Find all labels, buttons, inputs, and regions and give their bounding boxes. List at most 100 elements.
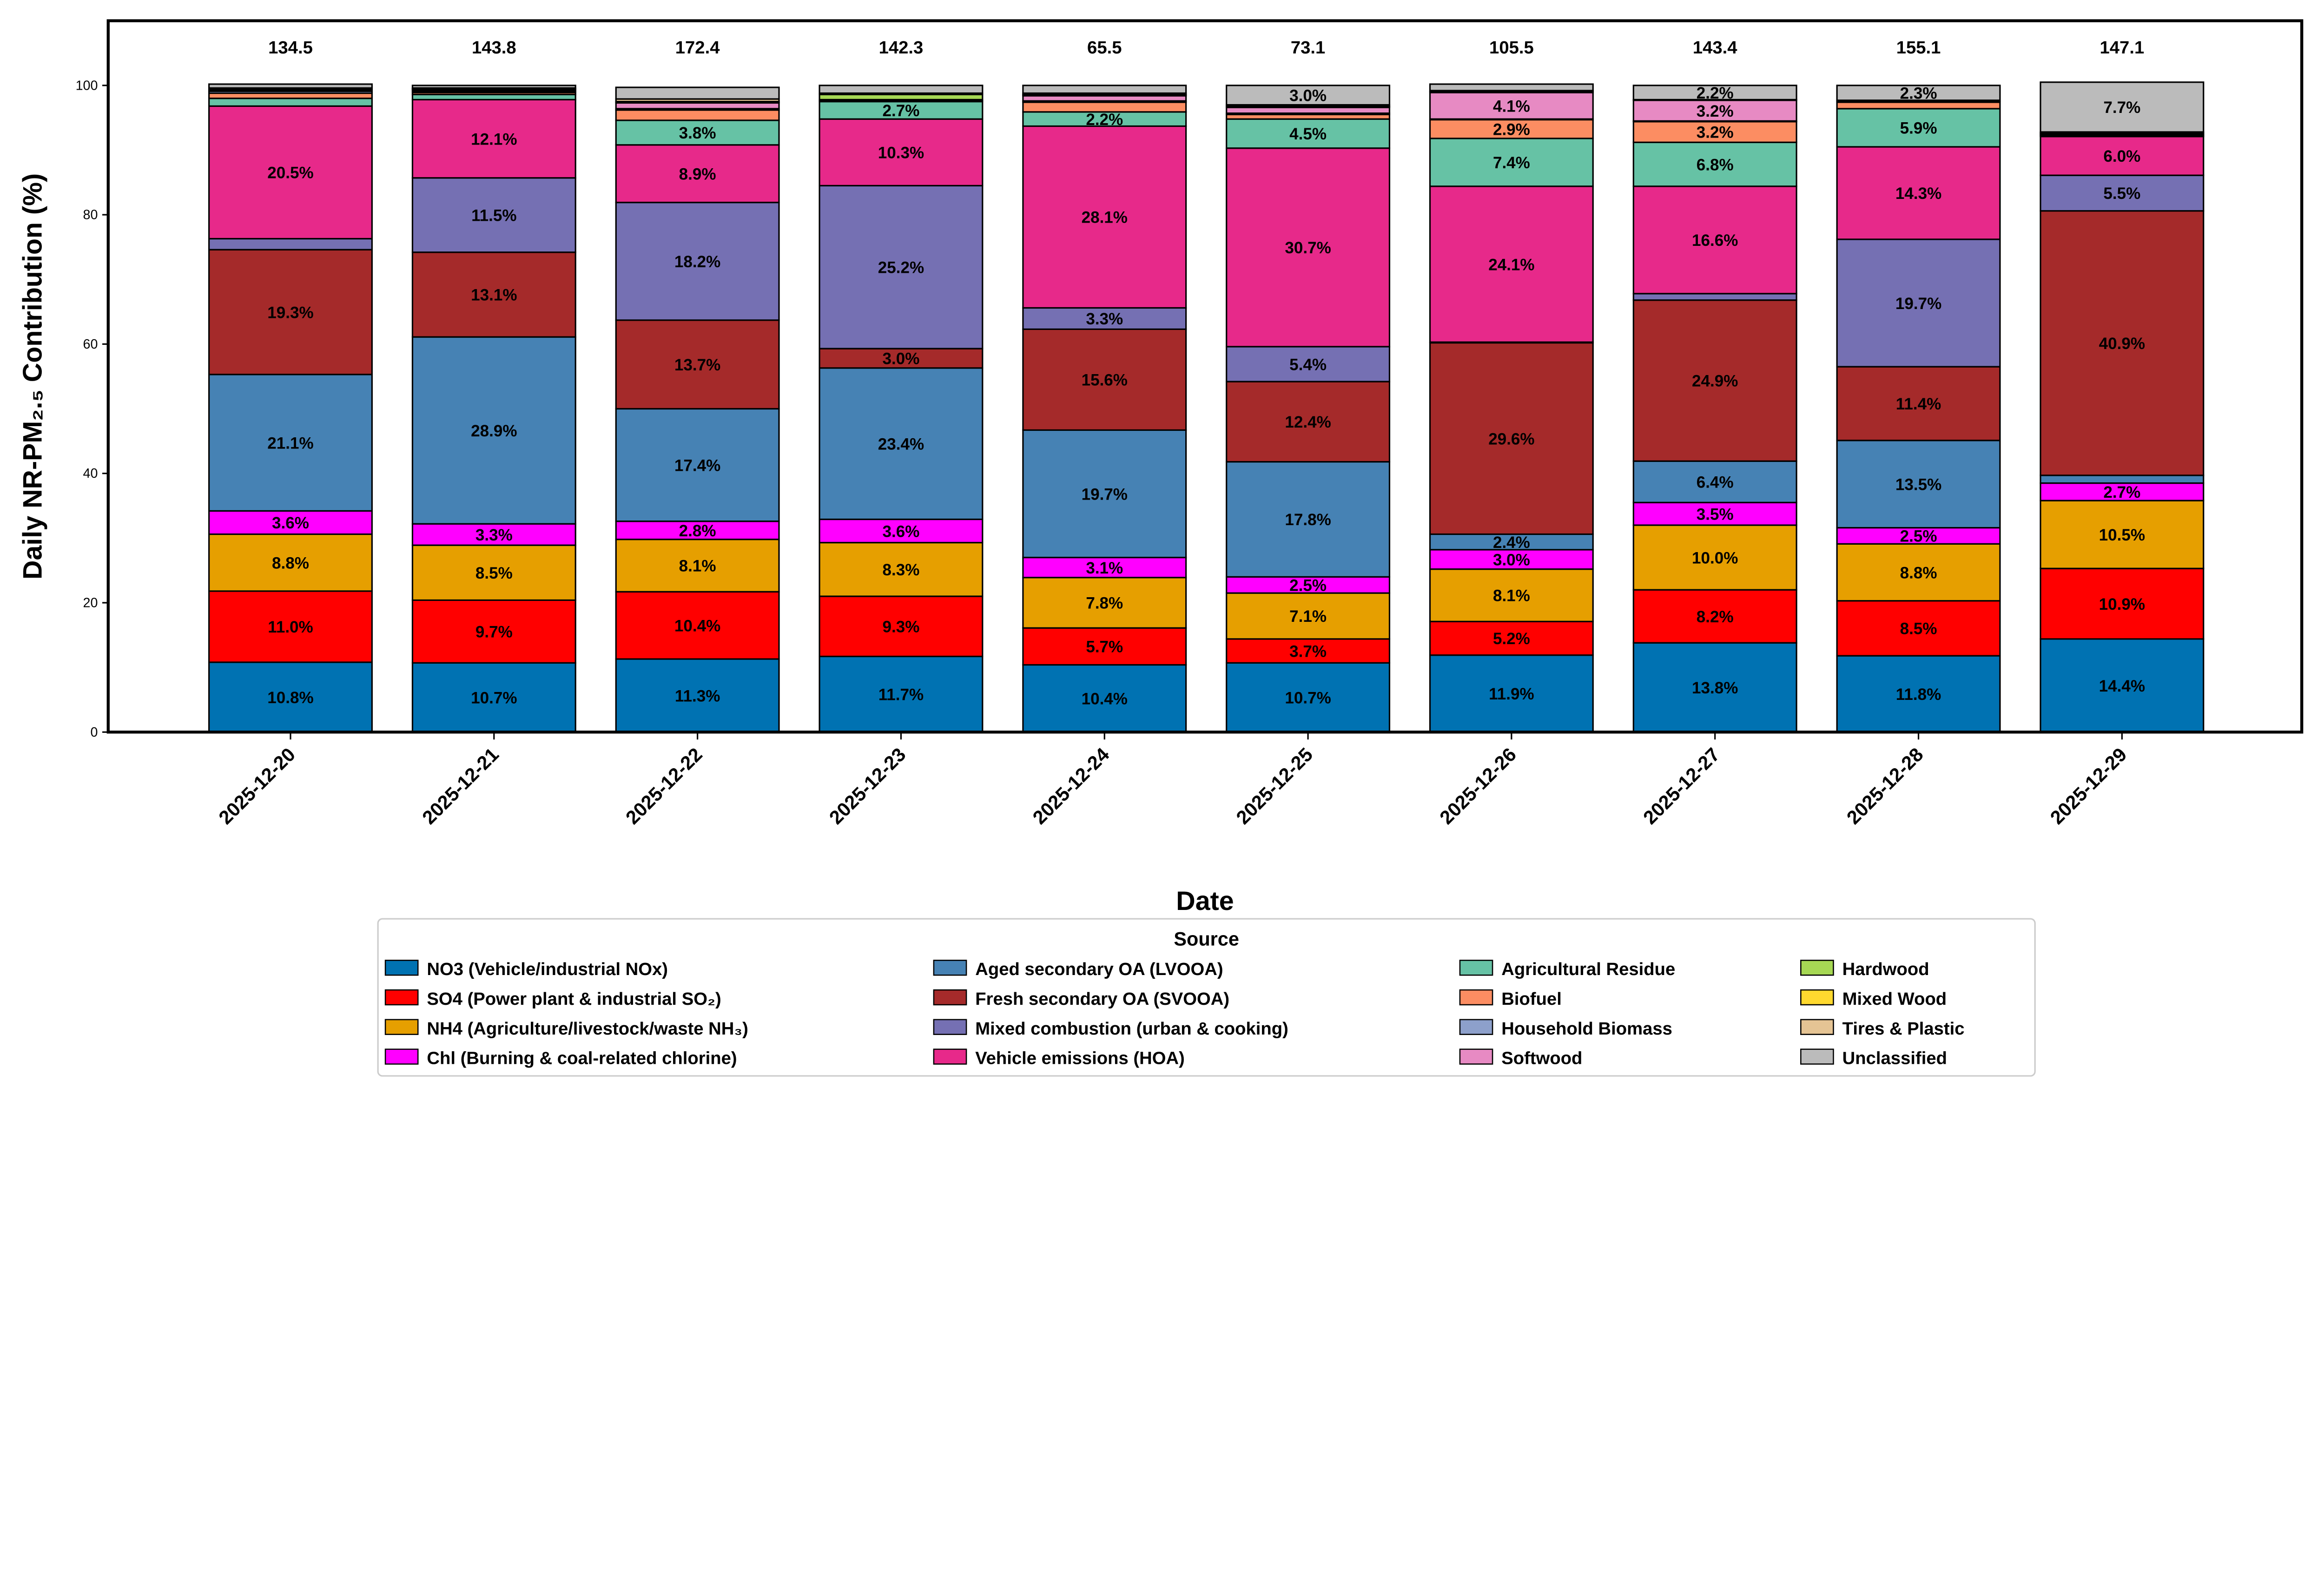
bar-segment (1836, 440, 2001, 529)
segment-label: 20.5% (267, 164, 313, 182)
bar-segment (1836, 527, 2001, 545)
segment-label: 2.8% (679, 522, 716, 540)
bar-segment (1632, 99, 1797, 122)
segment-label: 6.8% (1697, 156, 1734, 174)
x-tick-label: 2025-12-24 (1028, 743, 1113, 828)
total-label: 105.5 (1489, 38, 1534, 58)
bar-segment (411, 544, 576, 601)
bar-segment (1022, 85, 1187, 94)
segment-label: 7.4% (1493, 154, 1530, 172)
bar-segment (1022, 577, 1187, 629)
bar-segment (615, 119, 780, 146)
segment-label: 18.2% (674, 253, 720, 271)
legend-swatch (1459, 989, 1493, 1006)
segment-label: 23.4% (878, 435, 924, 453)
segment-label: 10.9% (2099, 595, 2145, 613)
legend-swatch (1459, 1019, 1493, 1035)
bar-segment (819, 518, 984, 544)
segment-label: 8.3% (882, 561, 919, 579)
segment-label: 7.7% (2103, 99, 2140, 117)
bar-segment (2040, 500, 2205, 569)
segment-label: 7.8% (1086, 594, 1123, 613)
bar-segment (411, 85, 576, 89)
segment-label: 24.9% (1692, 372, 1738, 390)
segment-label: 3.0% (1289, 86, 1327, 105)
segment-label: 6.0% (2103, 147, 2140, 165)
bar-segment (615, 658, 780, 733)
bar-segment (615, 202, 780, 321)
segment-label: 10.0% (1692, 549, 1738, 567)
bar-segment (1429, 549, 1594, 570)
bar-segment (2040, 210, 2205, 476)
total-label: 147.1 (2100, 38, 2145, 58)
segment-label: 2.9% (1493, 120, 1530, 138)
bar-segment (1429, 654, 1594, 733)
legend-swatch (933, 1019, 967, 1035)
segment-label: 11.0% (268, 618, 313, 636)
bar-segment (1226, 381, 1391, 463)
segment-label: 17.4% (674, 456, 720, 475)
bar-segment (819, 185, 984, 349)
bar-segment (615, 591, 780, 660)
segment-label: 3.3% (1086, 310, 1123, 328)
segment-label: 3.1% (1086, 559, 1123, 577)
legend-swatch (933, 1048, 967, 1065)
segment-label: 10.4% (674, 617, 720, 635)
segment-label: 9.7% (475, 623, 513, 641)
legend-swatch (384, 1048, 419, 1065)
bar-segment (1836, 600, 2001, 657)
bar-segment (1226, 346, 1391, 382)
segment-label: 4.1% (1493, 97, 1530, 115)
segment-label: 19.7% (1082, 485, 1128, 503)
legend-swatch (384, 989, 419, 1006)
y-axis-label: Daily NR-PM₂.₅ Contribution (%) (18, 173, 47, 580)
legend-title: Source (1174, 928, 1239, 949)
legend-swatch (1800, 989, 1834, 1006)
bar-segment (1226, 662, 1391, 733)
bar-segment (1226, 106, 1391, 114)
x-tick-label: 2025-12-21 (418, 743, 503, 828)
bar-segment (615, 319, 780, 410)
segment-label: 8.1% (679, 557, 716, 575)
segment-label: 8.5% (475, 564, 513, 582)
bar-segment (1632, 185, 1797, 295)
bar-segment (1022, 111, 1187, 127)
y-tick-label: 80 (83, 208, 98, 223)
total-label: 134.5 (268, 38, 313, 58)
legend-item: SO4 (Power plant & industrial SO₂) (427, 989, 721, 1009)
segment-label: 30.7% (1285, 239, 1331, 257)
legend-item: Chl (Burning & coal-related chlorine) (427, 1048, 737, 1068)
segment-label: 10.7% (1285, 689, 1331, 707)
legend-item: Mixed combustion (urban & cooking) (975, 1019, 1288, 1039)
bar-segment (615, 408, 780, 522)
bar-segment (2040, 638, 2205, 733)
bar-segment (615, 539, 780, 593)
segment-label: 13.7% (674, 356, 720, 374)
segment-label: 15.6% (1082, 371, 1128, 389)
segment-label: 14.4% (2099, 677, 2145, 695)
segment-label: 21.1% (267, 434, 313, 452)
segment-label: 6.4% (1697, 474, 1734, 492)
bar-segment (1022, 429, 1187, 559)
bar-segment (1429, 138, 1594, 187)
segment-label: 5.2% (1493, 630, 1530, 648)
bars-layer (208, 81, 2205, 733)
bar-segment (1836, 146, 2001, 240)
segment-label: 3.6% (272, 514, 309, 532)
y-axis: 0 20 40 60 80 100 (76, 78, 108, 740)
total-label: 172.4 (675, 38, 720, 58)
segment-label: 11.7% (878, 686, 924, 704)
segment-label: 7.1% (1289, 607, 1327, 626)
y-tick-label: 20 (83, 596, 98, 611)
segment-label: 3.2% (1697, 124, 1734, 142)
bar-segment (1632, 299, 1797, 462)
segment-label: 24.1% (1488, 256, 1534, 274)
legend-item: Vehicle emissions (HOA) (975, 1048, 1185, 1068)
bar-segment (615, 86, 780, 100)
bar-segment (819, 367, 984, 521)
segment-label: 2.2% (1697, 84, 1734, 102)
bar-segment (1632, 589, 1797, 644)
bar-segment (1429, 83, 1594, 92)
legend-swatch (384, 1019, 419, 1035)
bar-segment (615, 144, 780, 204)
